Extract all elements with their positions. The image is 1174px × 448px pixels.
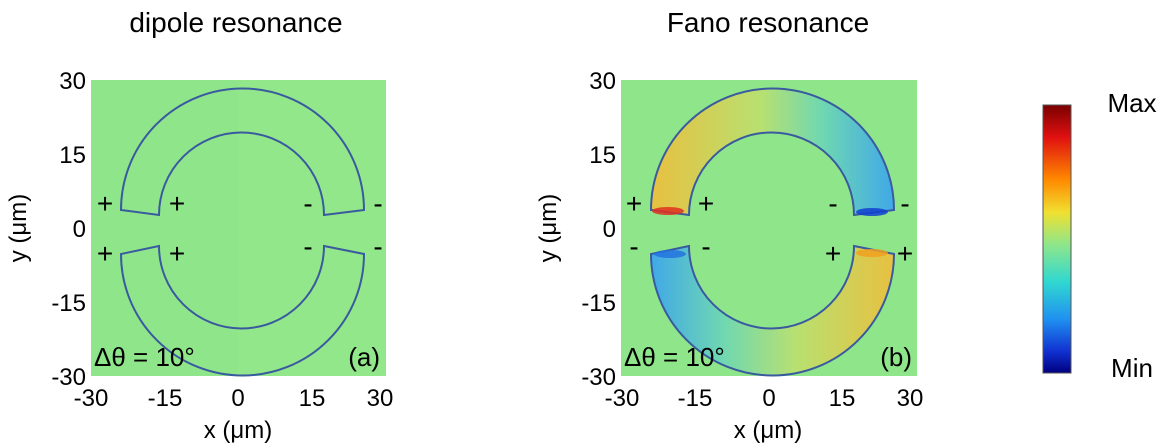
panel-a-ytick: -30 bbox=[51, 364, 86, 391]
panel-a-sign-upper-right-inner: - bbox=[303, 188, 312, 219]
panel-a-field-shade bbox=[238, 80, 386, 376]
panel-b-lower-ring-arm bbox=[649, 244, 896, 377]
panel-b-panel-label: (b) bbox=[880, 342, 912, 372]
panel-b-sign-upper-right-inner: - bbox=[828, 188, 837, 219]
panel-b-xtick: 15 bbox=[829, 385, 856, 412]
panel-b-coldspot-upper-right bbox=[856, 208, 888, 216]
panel-a-sign-lower-right-inner: - bbox=[303, 231, 312, 262]
panel-a-y-axis-label: y (μm) bbox=[5, 194, 32, 262]
panel-b-sign-lower-right-outer: + bbox=[897, 238, 913, 269]
panel-b-ytick: 30 bbox=[589, 68, 616, 95]
colorbar-max-label: Max bbox=[1107, 88, 1156, 118]
panel-a-xtick: 0 bbox=[231, 385, 244, 412]
panel-a-title: dipole resonance bbox=[129, 7, 342, 38]
panel-b-sign-lower-left-inner: - bbox=[701, 231, 710, 262]
panel-a-upper-ring-arm bbox=[119, 87, 366, 217]
panel-b-sign-lower-right-inner: + bbox=[825, 238, 841, 269]
panel-a-ytick: 30 bbox=[59, 68, 86, 95]
panel-a-sign-upper-left-inner: + bbox=[169, 188, 185, 219]
panel-b-sign-upper-right-outer: - bbox=[900, 188, 909, 219]
panel-a-lower-ring-arm bbox=[119, 244, 366, 377]
panel-a-sign-lower-left-outer: + bbox=[97, 238, 113, 269]
panel-a-sign-lower-left-inner: + bbox=[169, 238, 185, 269]
panel-b-x-axis-label: x (μm) bbox=[734, 417, 802, 444]
panel-a-panel-label: (a) bbox=[348, 342, 380, 372]
panel-b-ytick: 15 bbox=[589, 142, 616, 169]
panel-b-y-axis-label: y (μm) bbox=[535, 194, 562, 262]
panel-b-ytick: -30 bbox=[581, 364, 616, 391]
panel-a-xtick: 15 bbox=[299, 385, 326, 412]
colorbar: Max Min bbox=[1042, 88, 1157, 383]
panel-b-xtick: 0 bbox=[762, 385, 775, 412]
colorbar-min-label: Min bbox=[1111, 353, 1153, 383]
panel-b-hotspot-lower-right bbox=[856, 249, 888, 257]
panel-a-ytick: -15 bbox=[51, 290, 86, 317]
panel-a-ytick: 15 bbox=[59, 142, 86, 169]
panel-b: Fano resonance + + - - - - + + Δθ = 10° … bbox=[535, 7, 923, 444]
panel-b-sign-lower-left-outer: - bbox=[629, 231, 638, 262]
panel-a-xtick: -30 bbox=[74, 385, 109, 412]
panel-a-xtick: 30 bbox=[367, 385, 394, 412]
panel-b-title: Fano resonance bbox=[667, 7, 869, 38]
panel-b-sign-upper-left-inner: + bbox=[698, 188, 714, 219]
panel-a-sign-upper-right-outer: - bbox=[373, 188, 382, 219]
panel-a-x-axis-label: x (μm) bbox=[204, 417, 272, 444]
panel-b-angle-label: Δθ = 10° bbox=[624, 342, 725, 372]
panel-b-coldspot-lower-left bbox=[654, 250, 686, 258]
panel-b-xtick: -15 bbox=[678, 385, 713, 412]
panel-a-sign-upper-left-outer: + bbox=[97, 188, 113, 219]
panel-b-ytick: -15 bbox=[581, 290, 616, 317]
panel-a-sign-lower-right-outer: - bbox=[373, 231, 382, 262]
panel-b-ytick: 0 bbox=[603, 216, 616, 243]
panel-b-hotspot-upper-left bbox=[652, 207, 684, 215]
panel-a: dipole resonance + + - - + + - - Δθ = 10… bbox=[5, 7, 393, 444]
panel-a-xtick: -15 bbox=[148, 385, 183, 412]
panel-a-angle-label: Δθ = 10° bbox=[94, 342, 195, 372]
panel-a-ytick: 0 bbox=[73, 216, 86, 243]
panel-b-sign-upper-left-outer: + bbox=[626, 188, 642, 219]
panel-b-xtick: -30 bbox=[605, 385, 640, 412]
colorbar-gradient bbox=[1042, 104, 1072, 374]
panel-b-xtick: 30 bbox=[897, 385, 924, 412]
panel-b-upper-ring-arm bbox=[649, 87, 896, 217]
